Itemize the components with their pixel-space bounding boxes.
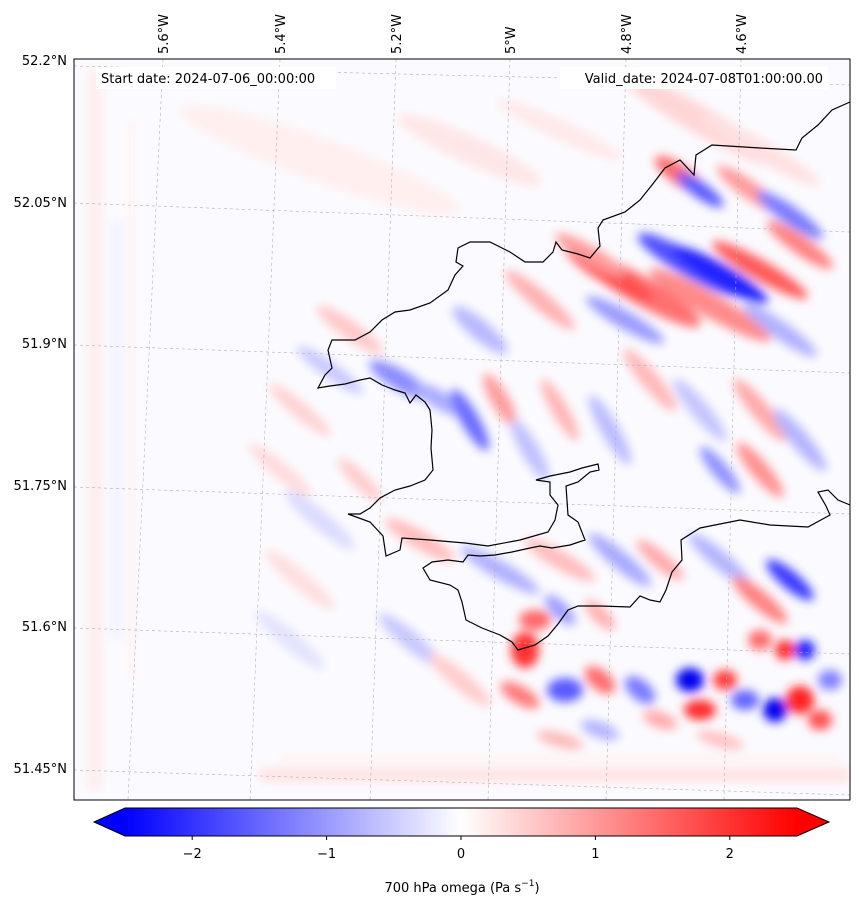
map-frame [73, 58, 851, 801]
lon-label: 5°W [504, 26, 519, 54]
lat-label: 51.6°N [22, 620, 67, 635]
colorbar-label-end: ) [534, 881, 539, 896]
valid-date-box [560, 67, 828, 89]
colorbar-fill [125, 808, 797, 836]
lat-label: 51.9°N [22, 337, 67, 352]
colorbar-tick-label: 2 [726, 847, 734, 862]
start-date-label: Start date: 2024-07-06_00:00:00 [101, 72, 315, 87]
colorbar-ticks: −2 −1 0 1 2 [183, 836, 734, 862]
colorbar-label-sup: −1 [521, 879, 534, 889]
lat-label: 52.2°N [22, 54, 67, 69]
colorbar-min-extension [94, 808, 125, 836]
lat-label: 51.75°N [14, 479, 67, 494]
valid-date-label: Valid_date: 2024-07-08T01:00:00.00 [585, 72, 823, 87]
start-date-box [96, 67, 336, 89]
lat-label: 51.45°N [14, 762, 67, 777]
map-panel: Start date: 2024-07-06_00:00:00 Valid_da… [74, 59, 850, 800]
colorbar-label-main: 700 hPa omega (Pa s [384, 881, 521, 896]
colorbar-max-extension [797, 808, 829, 836]
colorbar-outline [92, 807, 831, 837]
colorbar-tick-label: −1 [317, 847, 336, 862]
colorbar-label: 700 hPa omega (Pa s−1) [384, 879, 539, 896]
latitude-labels: 52.2°N 52.05°N 51.9°N 51.75°N 51.6°N 51.… [14, 54, 67, 777]
lon-label: 5.2°W [390, 14, 405, 54]
lon-label: 5.4°W [274, 14, 289, 54]
gridlines [74, 59, 850, 800]
lon-label: 4.8°W [620, 14, 635, 54]
colorbar-tick-label: 0 [457, 847, 465, 862]
colorbar-tick-label: 1 [591, 847, 599, 862]
coastline [316, 101, 850, 651]
lon-label: 4.6°W [735, 14, 750, 54]
lat-label: 52.05°N [14, 196, 67, 211]
colorbar: −2 −1 0 1 2 700 hPa omega (Pa s−1) [92, 807, 831, 896]
lon-label: 5.6°W [157, 14, 172, 54]
colorbar-tick-label: −2 [183, 847, 202, 862]
longitude-labels: 5.6°W 5.4°W 5.2°W 5°W 4.8°W 4.6°W [157, 14, 750, 54]
